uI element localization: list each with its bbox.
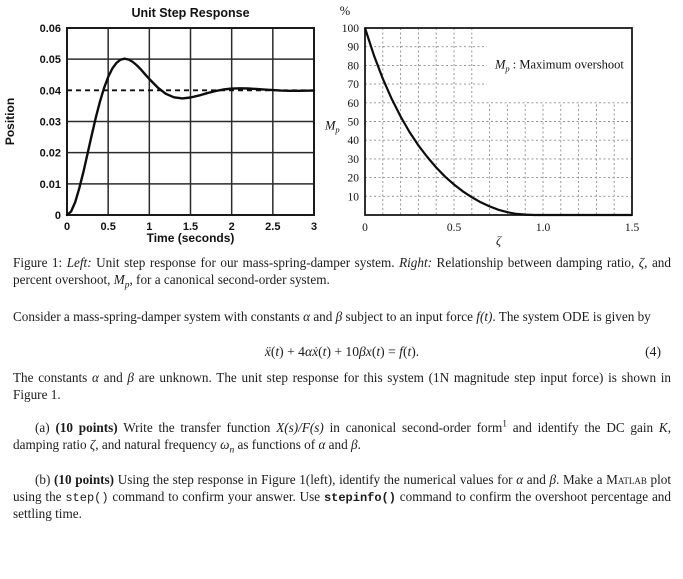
svg-text:0.5: 0.5 (101, 221, 116, 233)
svg-text:1.5: 1.5 (183, 221, 198, 233)
svg-text:0.06: 0.06 (40, 23, 61, 35)
svg-text:Mp : Maximum overshoot: Mp : Maximum overshoot (494, 57, 624, 73)
svg-text:0.01: 0.01 (40, 179, 61, 191)
svg-text:Mp: Mp (324, 119, 340, 135)
svg-text:2.5: 2.5 (265, 221, 280, 233)
svg-text:0: 0 (362, 222, 368, 234)
svg-text:0.05: 0.05 (40, 54, 61, 66)
svg-text:40: 40 (348, 135, 360, 147)
item-b-paragraph: (b) (10 points) Using the step response … (13, 472, 671, 522)
svg-text:0: 0 (55, 210, 61, 222)
svg-text:0.02: 0.02 (40, 148, 61, 160)
svg-text:100: 100 (342, 23, 360, 35)
svg-text:50: 50 (348, 117, 360, 129)
svg-text:Position: Position (3, 98, 17, 145)
svg-text:1: 1 (146, 221, 152, 233)
equation-body: ẍ(t) + 4αẋ(t) + 10βx(t) = f(t). (264, 344, 420, 359)
equation-number: (4) (645, 344, 661, 359)
unit-step-response-chart: 0 0.5 1 1.5 2 2.5 3 0 0.01 0.02 0.03 0.04 0.05 0.06 Un… (3, 6, 317, 245)
svg-text:70: 70 (348, 79, 360, 91)
svg-text:2: 2 (229, 221, 235, 233)
overshoot-vs-damping-chart: Mp : Maximum overshoot 0 0.5 1.0 1.5 10 20 30 40… (324, 4, 640, 248)
svg-text:1.5: 1.5 (625, 222, 640, 234)
svg-text:90: 90 (348, 42, 360, 54)
svg-text:%: % (340, 4, 350, 18)
svg-text:Unit Step Response: Unit Step Response (131, 6, 249, 20)
svg-text:3: 3 (311, 221, 317, 233)
item-a-paragraph: (a) (10 points) Write the transfer funct… (13, 419, 672, 456)
svg-text:30: 30 (348, 154, 360, 166)
svg-text:20: 20 (348, 173, 360, 185)
intro-paragraph: Consider a mass-spring-damper system wit… (13, 309, 651, 324)
ode-equation: ẍ(t) + 4αẋ(t) + 10βx(t) = f(t). (4) (13, 344, 671, 361)
svg-text:0: 0 (64, 221, 70, 233)
svg-text:10: 10 (348, 191, 360, 203)
figure-caption: Figure 1: Left: Unit step response for o… (13, 255, 671, 291)
svg-text:80: 80 (348, 60, 360, 72)
svg-text:1.0: 1.0 (536, 222, 551, 234)
svg-text:0.04: 0.04 (40, 85, 62, 97)
svg-text:0.5: 0.5 (447, 222, 462, 234)
constants-paragraph: The constants α and β are unknown. The u… (13, 370, 671, 402)
svg-text:60: 60 (348, 98, 360, 110)
svg-text:ζ: ζ (496, 234, 502, 248)
svg-text:0.03: 0.03 (40, 117, 61, 129)
svg-text:Time (seconds): Time (seconds) (147, 231, 235, 245)
